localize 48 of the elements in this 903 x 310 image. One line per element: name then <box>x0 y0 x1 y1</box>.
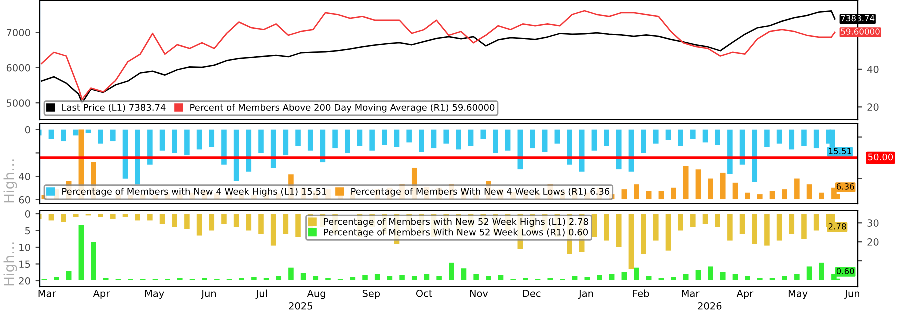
x-tick-label: Nov <box>470 290 488 298</box>
x-tick-label: Jan <box>578 290 594 300</box>
y-axis-title: High… <box>4 160 18 203</box>
x-tick-label: Apr <box>93 290 110 300</box>
data-label: 6.36 <box>836 184 854 190</box>
y-tick-label: 5 <box>26 227 30 235</box>
legend-label: Percentage of Members With New 4 Week Lows (R1) 6.36 <box>352 188 610 197</box>
x-tick-label: May <box>145 290 164 300</box>
y-tick-label: 0 <box>25 210 30 218</box>
x-tick-label: Jul <box>256 290 268 300</box>
y-tick-label: 60 <box>19 196 30 204</box>
ref-line-label: 50.00 <box>868 154 894 161</box>
data-label: 2.78 <box>828 223 846 230</box>
legend-label: Percent of Members Above 200 Day Moving Average (R1) 59.60000 <box>190 104 495 113</box>
y-axis-title: High… <box>4 242 18 286</box>
x-tick-label: Jun <box>201 290 216 300</box>
data-label: 0.60 <box>836 268 854 274</box>
y2-tick-label: 40 <box>868 66 879 74</box>
legend-label: Percentage of Members with New 52 Week Highs (L1) 2.78 <box>324 218 588 227</box>
y2-tick-label: 20 <box>868 104 879 112</box>
data-label: 15.51 <box>829 148 852 154</box>
legend-label: Percentage of Members With New 52 Week Lows (R1) 0.60 <box>324 228 588 238</box>
y-tick-label: 7000 <box>7 29 30 37</box>
x-tick-label: May <box>788 290 808 300</box>
y-tick-label: 6000 <box>6 64 30 72</box>
x-tick-label: Aug <box>307 290 326 300</box>
x-tick-label: Jun <box>844 290 860 300</box>
y-tick-label: 10 <box>20 244 30 252</box>
y-tick-label: 15 <box>20 260 30 268</box>
x-tick-label: Mar <box>682 290 700 298</box>
y-tick-label: 0 <box>25 126 30 134</box>
data-label: 7383.74 <box>841 15 875 22</box>
text: 2026 <box>698 302 722 310</box>
text: 2025 <box>289 302 312 310</box>
legend-label: Last Price (L1) 7383.74 <box>62 104 166 112</box>
data-label: 59.60000 <box>841 28 880 35</box>
x-tick-label: Feb <box>634 290 650 298</box>
y-tick-label: 40 <box>19 173 30 180</box>
y-tick-label: 20 <box>19 277 30 285</box>
x-tick-label: Oct <box>416 290 432 298</box>
legend-label: Percentage of Members with New 4 Week Highs (L1) 15.51 <box>62 188 326 197</box>
x-tick-label: Apr <box>736 290 754 300</box>
x-tick-label: Dec <box>523 290 541 298</box>
x-tick-label: Mar <box>38 290 56 298</box>
y2-tick-label: 20 <box>868 238 879 246</box>
y2-tick-label: 30 <box>868 220 879 227</box>
y-tick-label: 5000 <box>6 100 30 107</box>
x-tick-label: Sep <box>362 290 380 300</box>
